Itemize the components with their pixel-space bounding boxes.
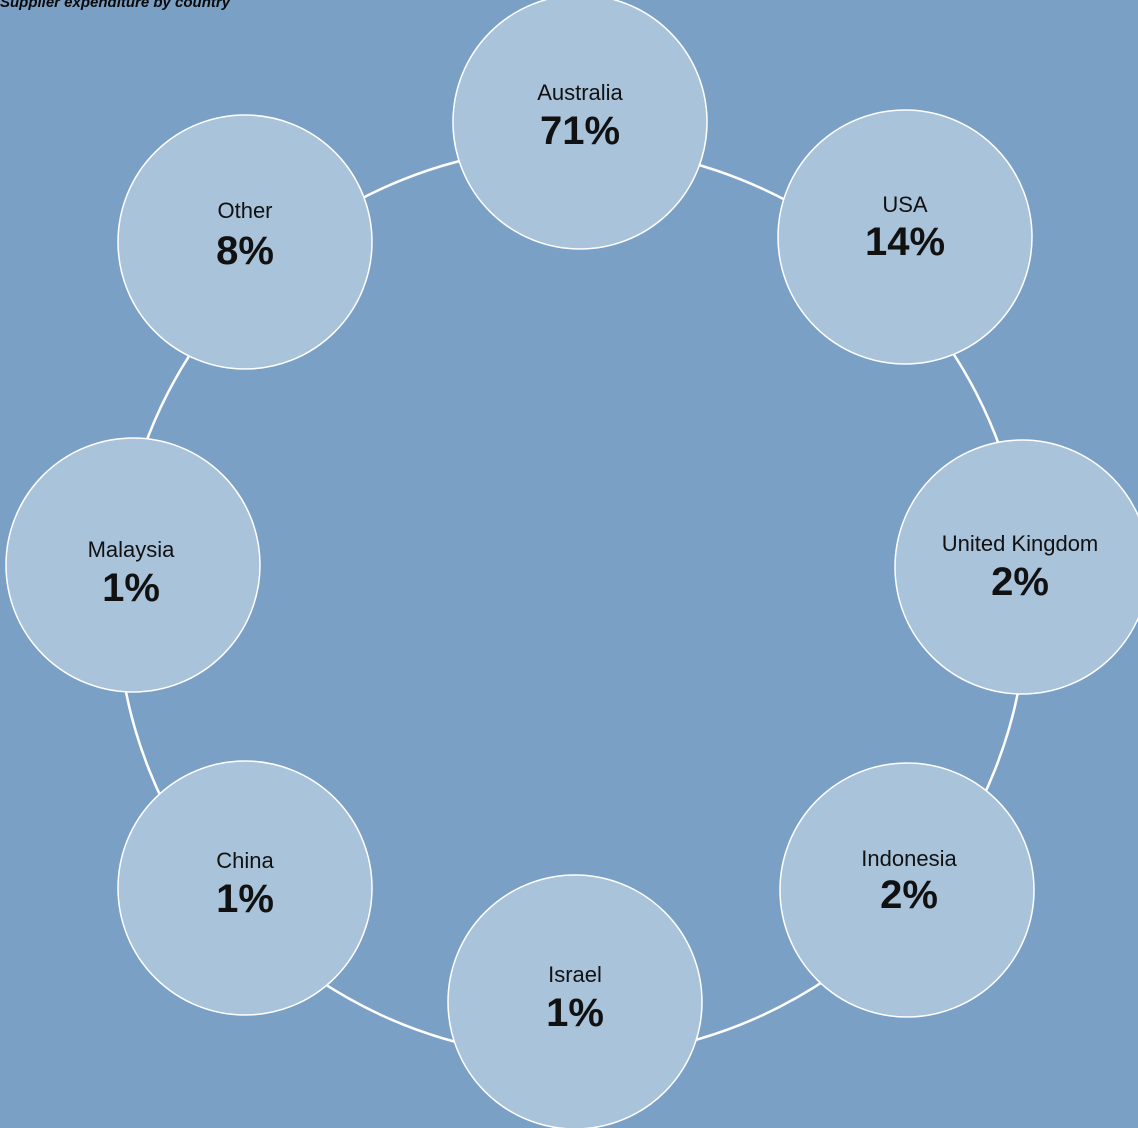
map-circle: [895, 440, 1138, 694]
percentage-value: 8%: [216, 229, 274, 273]
percentage-value: 71%: [540, 109, 620, 153]
country-label: China: [216, 848, 274, 873]
circle-border: [117, 114, 373, 370]
country-label: Australia: [537, 80, 623, 105]
percentage-value: 2%: [880, 873, 938, 917]
percentage-value: 2%: [991, 560, 1049, 604]
country-node-usa: USA 14%: [777, 109, 1033, 365]
map-circle: [778, 110, 1032, 364]
chart-title: Supplier expenditure by country: [0, 0, 231, 11]
circle-border: [777, 109, 1033, 365]
country-node-other: Other 8%: [117, 114, 373, 370]
circle-border: [117, 760, 373, 1016]
country-node-china: China 1%: [117, 760, 373, 1016]
circle-border: [452, 0, 708, 250]
map-circle: [118, 115, 372, 369]
map-circle: [118, 761, 372, 1015]
percentage-value: 1%: [102, 566, 160, 610]
percentage-value: 1%: [546, 991, 604, 1035]
country-label: Indonesia: [861, 846, 957, 871]
country-label: Malaysia: [88, 537, 176, 562]
percentage-value: 14%: [865, 220, 945, 264]
percentage-value: 1%: [216, 877, 274, 921]
country-node-united-kingdom: United Kingdom 2%: [894, 439, 1138, 695]
circle-border: [5, 437, 261, 693]
map-circle: [453, 0, 707, 249]
country-label: United Kingdom: [942, 531, 1099, 556]
map-circle: [6, 438, 260, 692]
country-label: Other: [217, 198, 272, 223]
circle-border: [447, 874, 703, 1128]
country-label: Israel: [548, 962, 602, 987]
circle-border: [894, 439, 1138, 695]
map-circle: [448, 875, 702, 1128]
circle-border: [779, 762, 1035, 1018]
country-node-israel: Israel 1%: [447, 874, 703, 1128]
country-node-malaysia: Malaysia 1%: [5, 437, 261, 693]
map-circle: [780, 763, 1034, 1017]
country-label: USA: [882, 192, 928, 217]
country-node-australia: Australia 71%: [452, 0, 708, 250]
